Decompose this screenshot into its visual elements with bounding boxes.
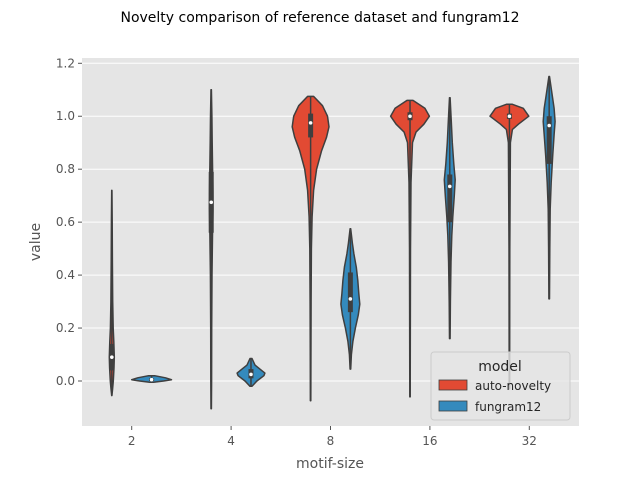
median-dot-fungram12-32	[547, 123, 551, 128]
x-tick-label: 2	[128, 434, 136, 448]
x-axis-title: motif-size	[296, 456, 364, 472]
iqr-box-fungram12-8	[347, 272, 353, 313]
x-tick-label: 16	[422, 434, 437, 448]
median-dot-auto-novelty-2	[110, 355, 114, 359]
median-dot-auto-novelty-8	[308, 121, 313, 125]
y-tick-labels: 0.0 0.2 0.4 0.6 0.8 1.0 1.2	[56, 56, 82, 388]
y-tick-label: 0.0	[56, 374, 75, 388]
median-dot-auto-novelty-32	[507, 114, 512, 119]
x-tick-labels: 2 4 8 16 32	[128, 426, 537, 448]
legend-label-auto-novelty: auto-novelty	[475, 379, 551, 393]
median-dot-fungram12-2	[149, 377, 154, 382]
legend: model auto-novelty fungram12	[430, 351, 571, 421]
y-tick-label: 1.2	[56, 56, 75, 70]
median-dot-auto-novelty-4	[209, 200, 214, 205]
chart-title: Novelty comparison of reference dataset …	[120, 10, 519, 26]
y-tick-label: 0.4	[56, 268, 75, 282]
legend-label-fungram12: fungram12	[475, 400, 541, 414]
median-dot-fungram12-8	[348, 297, 353, 301]
y-tick-label: 1.0	[56, 109, 75, 123]
y-tick-label: 0.6	[56, 215, 75, 229]
iqr-box-auto-novelty-8	[308, 113, 314, 138]
median-dot-fungram12-4	[249, 372, 253, 377]
violins	[108, 75, 556, 410]
y-tick-label: 0.8	[56, 162, 75, 176]
x-tick-label: 32	[522, 434, 537, 448]
y-axis-title: value	[28, 223, 44, 261]
x-tick-label: 4	[227, 434, 235, 448]
x-tick-label: 8	[327, 434, 335, 448]
legend-swatch-fungram12	[438, 400, 468, 412]
legend-title: model	[478, 359, 522, 375]
y-tick-label: 0.2	[56, 321, 75, 335]
iqr-box-fungram12-32	[546, 116, 552, 164]
legend-swatch-auto-novelty	[438, 379, 468, 391]
median-dot-auto-novelty-16	[408, 114, 412, 119]
median-dot-fungram12-16	[447, 184, 452, 189]
iqr-box-fungram12-16	[447, 174, 453, 223]
